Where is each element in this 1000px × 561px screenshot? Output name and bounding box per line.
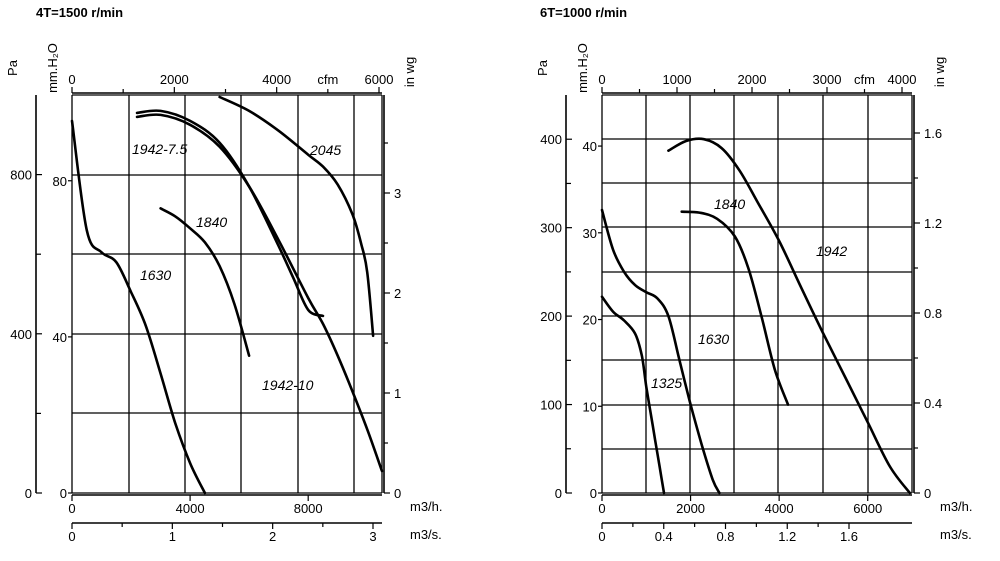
cfm-tick-label: 3000 (813, 72, 842, 87)
curve-label-1630: 1630 (140, 267, 171, 283)
inwg-unit-label: in wg (402, 57, 417, 87)
cfm-tick-label: 4000 (262, 72, 291, 87)
m3h-tick-label: 2000 (676, 501, 705, 516)
m3s-tick-label: 0.4 (655, 529, 673, 544)
pa-tick-label: 800 (10, 168, 32, 183)
inwg-tick-label: 1.2 (924, 216, 942, 231)
curve-1942 (667, 137, 912, 495)
curve-label-1840: 1840 (714, 196, 745, 212)
inwg-unit-label: in wg (932, 57, 947, 87)
inwg-tick-label: 0 (394, 486, 401, 501)
inwg-tick-label: 1 (394, 386, 401, 401)
pa-tick-label: 0 (555, 486, 562, 501)
pa-tick-label: 400 (10, 327, 32, 342)
pa-tick-label: 300 (540, 221, 562, 236)
m3s-tick-label: 2 (269, 529, 276, 544)
mmh2o-tick-label: 40 (53, 330, 67, 345)
mmh2o-tick-label: 40 (583, 139, 597, 154)
pa-tick-label: 100 (540, 398, 562, 413)
pa-tick-label: 0 (25, 486, 32, 501)
curve-1630 (70, 119, 207, 495)
cfm-tick-label: 1000 (663, 72, 692, 87)
m3s-tick-label: 0 (68, 529, 75, 544)
m3h-unit-label: m3/h. (940, 499, 973, 514)
cfm-tick-label: 2000 (160, 72, 189, 87)
curve-label-2045: 2045 (309, 142, 341, 158)
chart-title-right: 6T=1000 r/min (540, 5, 628, 20)
m3h-tick-label: 8000 (294, 501, 323, 516)
m3s-tick-label: 0.8 (716, 529, 734, 544)
curve-label-1840: 1840 (196, 214, 227, 230)
m3h-tick-label: 0 (68, 501, 75, 516)
m3s-tick-label: 1.2 (778, 529, 796, 544)
cfm-unit-label: cfm (854, 72, 875, 87)
inwg-tick-label: 0.4 (924, 396, 942, 411)
curve-2045 (218, 95, 375, 338)
mmh2o-tick-label: 20 (583, 313, 597, 328)
m3h-tick-label: 6000 (853, 501, 882, 516)
cfm-unit-label: cfm (317, 72, 338, 87)
m3s-tick-label: 0 (598, 529, 605, 544)
chart-panel-2: 0 100 200 300 400 Pa 0 10 20 30 40 mm.H₂O 0 1000 2000 3… (535, 43, 973, 544)
mmh2o-tick-label: 80 (53, 174, 67, 189)
mmh2o-tick-label: 30 (583, 226, 597, 241)
cfm-tick-label: 0 (68, 72, 75, 87)
cfm-tick-label: 6000 (365, 72, 394, 87)
inwg-tick-label: 3 (394, 186, 401, 201)
curve-1840 (159, 207, 251, 357)
pa-unit-label: Pa (5, 59, 20, 76)
pa-tick-label: 200 (540, 309, 562, 324)
curve-1942-10 (135, 113, 384, 473)
m3h-tick-label: 0 (598, 501, 605, 516)
mmh2o-unit-label: mm.H₂O (45, 43, 60, 93)
curve-1325 (600, 295, 666, 495)
m3h-unit-label: m3/h. (410, 499, 443, 514)
m3s-tick-label: 1 (169, 529, 176, 544)
mmh2o-unit-label: mm.H₂O (575, 43, 590, 93)
curve-label-1942-10: 1942-10 (262, 377, 314, 393)
inwg-tick-label: 0 (924, 486, 931, 501)
pa-unit-label: Pa (535, 59, 550, 76)
curve-label-1630: 1630 (698, 331, 729, 347)
mmh2o-tick-label: 0 (590, 486, 597, 501)
inwg-tick-label: 2 (394, 286, 401, 301)
chart-title-left: 4T=1500 r/min (36, 5, 124, 20)
m3s-tick-label: 1.6 (840, 529, 858, 544)
m3s-unit-label: m3/s. (940, 527, 972, 542)
mmh2o-tick-label: 10 (583, 399, 597, 414)
curve-label-1942-7.5: 1942-7.5 (132, 141, 187, 157)
cfm-tick-label: 4000 (888, 72, 917, 87)
cfm-tick-label: 2000 (738, 72, 767, 87)
m3s-tick-label: 3 (369, 529, 376, 544)
mmh2o-tick-label: 0 (60, 486, 67, 501)
inwg-tick-label: 0.8 (924, 306, 942, 321)
pa-tick-label: 400 (540, 132, 562, 147)
m3h-tick-label: 4000 (176, 501, 205, 516)
curve-label-1325: 1325 (651, 375, 682, 391)
m3h-tick-label: 4000 (765, 501, 794, 516)
inwg-tick-label: 1.6 (924, 126, 942, 141)
curve-1840 (680, 210, 790, 406)
m3s-unit-label: m3/s. (410, 527, 442, 542)
chart-panel-1: 0 400 800 Pa 0 40 80 mm.H₂O 0 2000 4000 6000 cfm 0 1 2 3… (5, 43, 443, 544)
curve-1630 (600, 208, 721, 495)
curve-label-1942: 1942 (816, 243, 847, 259)
cfm-tick-label: 0 (598, 72, 605, 87)
